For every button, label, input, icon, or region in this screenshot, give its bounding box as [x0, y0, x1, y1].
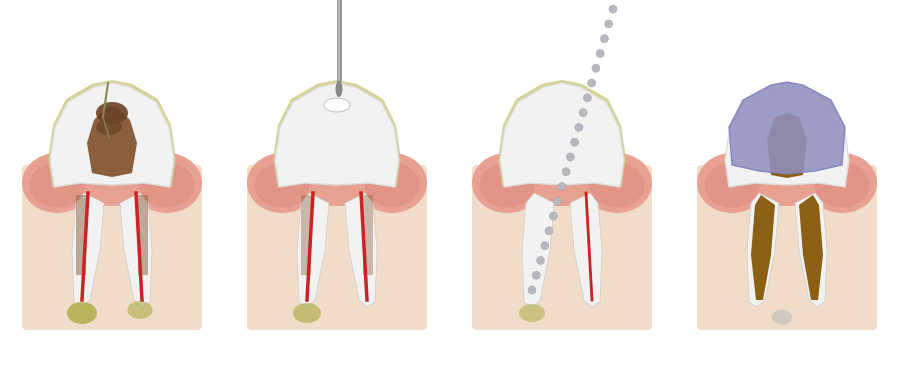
Polygon shape	[345, 193, 377, 307]
Ellipse shape	[140, 162, 194, 207]
Ellipse shape	[517, 168, 607, 206]
Ellipse shape	[364, 162, 419, 207]
Ellipse shape	[697, 153, 767, 213]
Polygon shape	[725, 83, 849, 187]
Ellipse shape	[582, 153, 652, 213]
Ellipse shape	[292, 168, 382, 206]
Ellipse shape	[519, 304, 545, 322]
Ellipse shape	[605, 20, 613, 28]
Ellipse shape	[67, 302, 97, 324]
Ellipse shape	[132, 153, 202, 213]
FancyBboxPatch shape	[22, 165, 202, 330]
Ellipse shape	[705, 162, 760, 207]
Ellipse shape	[807, 153, 877, 213]
Ellipse shape	[772, 309, 792, 324]
Ellipse shape	[480, 162, 535, 207]
Polygon shape	[301, 195, 311, 275]
Ellipse shape	[583, 94, 591, 102]
Polygon shape	[50, 83, 174, 187]
Ellipse shape	[255, 162, 310, 207]
Polygon shape	[120, 193, 152, 307]
Ellipse shape	[22, 153, 92, 213]
Polygon shape	[500, 83, 624, 187]
Ellipse shape	[592, 64, 600, 72]
Polygon shape	[729, 82, 845, 174]
Ellipse shape	[566, 153, 574, 161]
Polygon shape	[275, 83, 399, 187]
FancyBboxPatch shape	[247, 165, 427, 330]
Ellipse shape	[128, 301, 152, 319]
Polygon shape	[76, 195, 86, 275]
Ellipse shape	[571, 138, 579, 146]
Ellipse shape	[472, 153, 542, 213]
Ellipse shape	[541, 242, 549, 250]
FancyBboxPatch shape	[472, 165, 652, 330]
Ellipse shape	[545, 227, 553, 235]
Ellipse shape	[96, 102, 128, 124]
Ellipse shape	[324, 98, 350, 112]
Ellipse shape	[247, 153, 317, 213]
Polygon shape	[767, 113, 807, 178]
Polygon shape	[747, 193, 779, 307]
Polygon shape	[363, 195, 373, 275]
Ellipse shape	[596, 50, 604, 57]
Ellipse shape	[554, 197, 562, 205]
Polygon shape	[72, 193, 104, 307]
Ellipse shape	[30, 162, 85, 207]
Ellipse shape	[609, 5, 617, 13]
Polygon shape	[297, 193, 329, 307]
Polygon shape	[273, 80, 401, 187]
Ellipse shape	[562, 168, 570, 176]
Ellipse shape	[549, 212, 557, 220]
Ellipse shape	[814, 162, 869, 207]
Ellipse shape	[600, 35, 608, 43]
Polygon shape	[522, 193, 554, 307]
Polygon shape	[799, 195, 823, 300]
Ellipse shape	[532, 271, 540, 279]
Polygon shape	[570, 193, 602, 307]
Polygon shape	[751, 195, 775, 300]
Ellipse shape	[579, 109, 587, 117]
Ellipse shape	[575, 123, 583, 131]
Polygon shape	[795, 193, 827, 307]
Ellipse shape	[528, 286, 536, 294]
Ellipse shape	[357, 153, 427, 213]
Ellipse shape	[336, 81, 343, 97]
Ellipse shape	[536, 256, 544, 264]
FancyBboxPatch shape	[697, 165, 877, 330]
Ellipse shape	[558, 183, 566, 190]
Polygon shape	[87, 107, 137, 177]
Ellipse shape	[96, 119, 122, 135]
Polygon shape	[138, 195, 148, 275]
Ellipse shape	[742, 168, 832, 206]
Ellipse shape	[590, 162, 644, 207]
Polygon shape	[498, 80, 626, 187]
Ellipse shape	[293, 303, 321, 323]
Ellipse shape	[67, 168, 157, 206]
Polygon shape	[48, 80, 176, 187]
Ellipse shape	[588, 79, 596, 87]
